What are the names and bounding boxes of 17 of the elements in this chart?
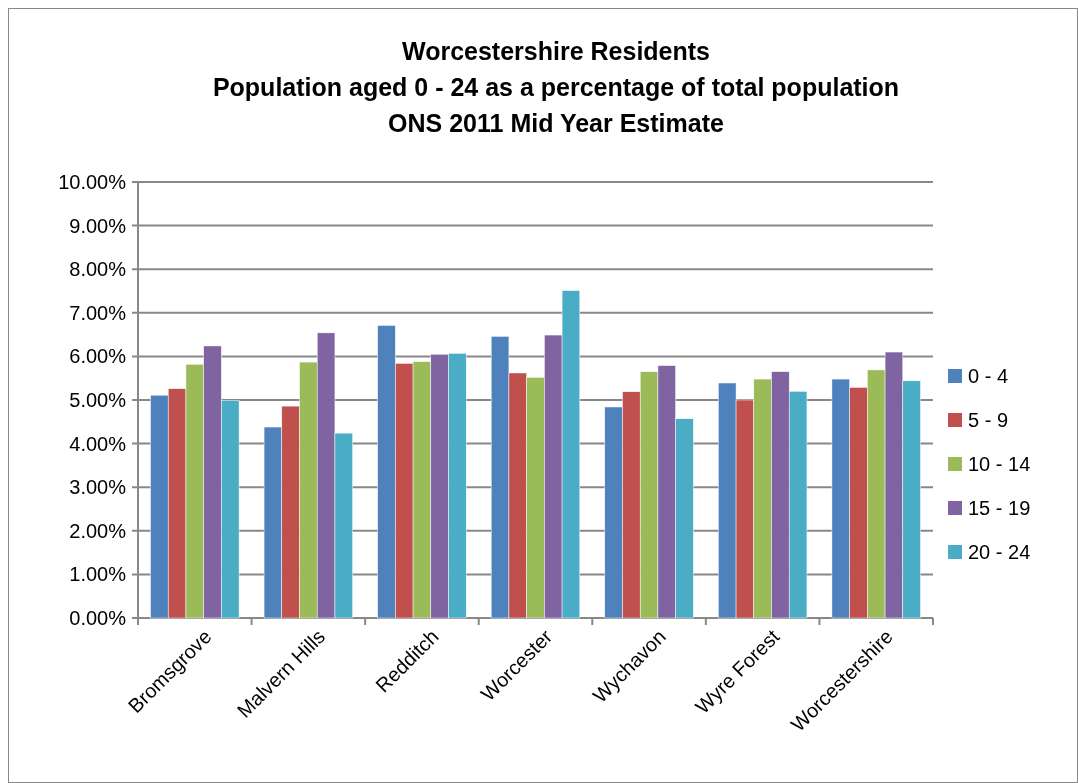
y-tick-label: 10.00%: [58, 171, 127, 193]
y-tick-label: 7.00%: [69, 301, 127, 324]
legend-label: 15 - 19: [968, 497, 1031, 519]
legend-label: 5 - 9: [968, 409, 1009, 431]
y-tick-label: 6.00%: [69, 345, 127, 368]
y-tick-label: 1.00%: [69, 563, 127, 586]
y-tick-label: 9.00%: [69, 214, 127, 237]
chart-title: Worcestershire Residents Population aged 0 - 24 as a percentage of total population ONS 2011 Mid Year Estimate: [212, 37, 900, 137]
legend-label: 10 - 14: [968, 453, 1031, 475]
y-tick-label: 4.00%: [69, 432, 127, 455]
y-tick-label: 2.00%: [69, 519, 127, 542]
y-tick-label: 5.00%: [69, 389, 127, 411]
y-tick-label: 8.00%: [69, 258, 127, 281]
y-tick-label: 3.00%: [69, 476, 127, 499]
y-tick-label: 0.00%: [69, 607, 127, 629]
legend-label: 0 - 4: [968, 365, 1009, 387]
legend-label: 20 - 24: [968, 541, 1031, 563]
